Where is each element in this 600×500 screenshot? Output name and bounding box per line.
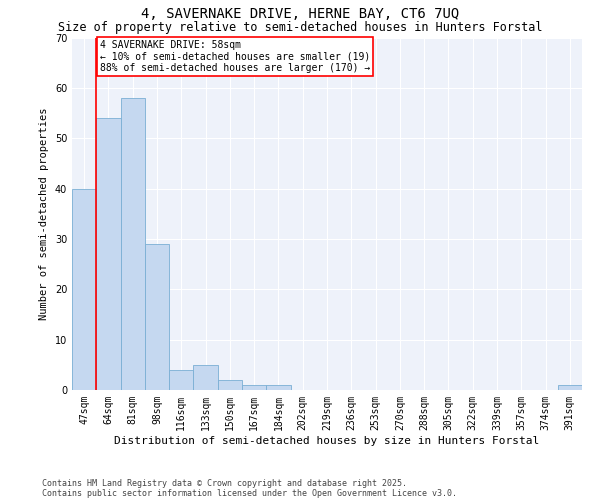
Bar <box>96 118 121 390</box>
Bar <box>72 188 96 390</box>
Bar <box>242 385 266 390</box>
Text: Size of property relative to semi-detached houses in Hunters Forstal: Size of property relative to semi-detach… <box>58 21 542 34</box>
Text: 4 SAVERNAKE DRIVE: 58sqm
← 10% of semi-detached houses are smaller (19)
88% of s: 4 SAVERNAKE DRIVE: 58sqm ← 10% of semi-d… <box>100 40 370 73</box>
Text: Contains HM Land Registry data © Crown copyright and database right 2025.
Contai: Contains HM Land Registry data © Crown c… <box>42 478 457 498</box>
Bar <box>121 98 145 390</box>
Y-axis label: Number of semi-detached properties: Number of semi-detached properties <box>39 108 49 320</box>
Text: 4, SAVERNAKE DRIVE, HERNE BAY, CT6 7UQ: 4, SAVERNAKE DRIVE, HERNE BAY, CT6 7UQ <box>141 8 459 22</box>
Bar <box>169 370 193 390</box>
X-axis label: Distribution of semi-detached houses by size in Hunters Forstal: Distribution of semi-detached houses by … <box>115 436 539 446</box>
Bar <box>558 385 582 390</box>
Bar <box>193 365 218 390</box>
Bar <box>218 380 242 390</box>
Bar <box>266 385 290 390</box>
Bar <box>145 244 169 390</box>
